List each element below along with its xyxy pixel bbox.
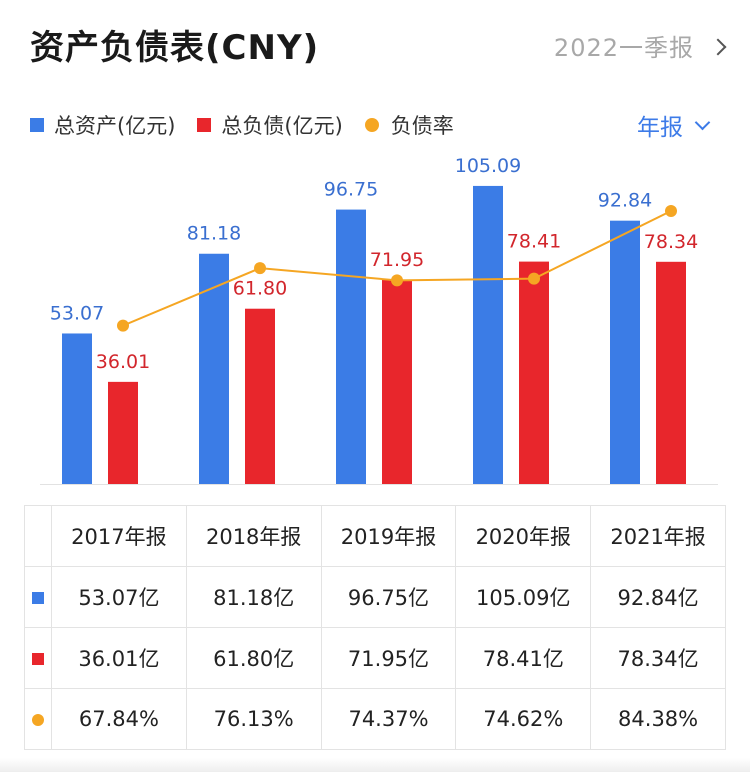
liabilities-marker-cell (24, 627, 52, 689)
legend-label-ratio: 负债率 (390, 114, 454, 138)
table-cell: 74.62% (455, 688, 592, 750)
table-header-cell: 2017年报 (51, 505, 187, 567)
table-cell: 78.34亿 (590, 627, 726, 689)
report-type-dropdown[interactable]: 年报 (637, 108, 711, 142)
assets-value-label: 105.09 (455, 155, 521, 177)
assets-value-label: 96.75 (324, 179, 378, 201)
legend-item-assets: 总资产(亿元) (30, 110, 175, 140)
ratio-point (528, 272, 540, 285)
data-table: 2017年报 2018年报 2019年报 2020年报 2021年报 53.07… (24, 505, 726, 750)
liabilities-square-icon (197, 118, 212, 132)
liabilities-bar (656, 261, 686, 484)
table-cell: 61.80亿 (185, 627, 322, 689)
assets-bar (336, 209, 366, 484)
table-row-ratio: 67.84% 76.13% 74.37% 74.62% 84.38% (24, 688, 726, 750)
bottom-fade (0, 758, 750, 772)
assets-bar (473, 185, 503, 484)
table-header-cell: 2021年报 (590, 505, 726, 567)
page-title: 资产负债表(CNY) (30, 28, 320, 68)
table-row-assets: 53.07亿 81.18亿 96.75亿 105.09亿 92.84亿 (24, 566, 726, 628)
table-cell: 53.07亿 (51, 566, 187, 628)
legend-label-liabilities: 总负债(亿元) (221, 114, 343, 138)
ratio-dot-icon (364, 118, 379, 132)
report-type-label: 年报 (637, 115, 683, 141)
chevron-right-icon (709, 38, 727, 55)
liabilities-bar (519, 261, 549, 484)
period-label: 2022一季报 (553, 34, 694, 62)
ratio-point (117, 319, 129, 332)
table-cell: 81.18亿 (185, 566, 322, 628)
table-cell: 74.37% (320, 688, 457, 750)
table-header-cell: 2020年报 (455, 505, 592, 567)
liabilities-value-label: 36.01 (96, 351, 150, 373)
ratio-marker-cell (24, 688, 52, 750)
table-row-liabilities: 36.01亿 61.80亿 71.95亿 78.41亿 78.34亿 (24, 627, 726, 689)
liabilities-bar (245, 308, 275, 484)
table-corner-cell (24, 505, 52, 567)
assets-value-label: 81.18 (187, 223, 241, 245)
table-cell: 36.01亿 (51, 627, 187, 689)
liabilities-value-label: 61.80 (233, 278, 287, 300)
table-cell: 105.09亿 (455, 566, 592, 628)
ratio-point (665, 204, 677, 217)
legend-label-assets: 总资产(亿元) (54, 114, 176, 138)
table-cell: 78.41亿 (455, 627, 592, 689)
period-link[interactable]: 2022一季报 (553, 28, 727, 63)
table-cell: 76.13% (185, 688, 322, 750)
chevron-down-icon (694, 114, 711, 130)
liabilities-bar (382, 279, 412, 484)
table-cell: 67.84% (51, 688, 187, 750)
liabilities-value-label: 78.34 (644, 231, 698, 253)
table-cell: 92.84亿 (590, 566, 726, 628)
assets-value-label: 92.84 (598, 190, 652, 212)
legend-item-ratio: 负债率 (364, 110, 454, 140)
ratio-point (391, 274, 403, 287)
chart-legend: 总资产(亿元) 总负债(亿元) 负债率 (30, 110, 476, 140)
liabilities-bar (108, 381, 138, 484)
liabilities-value-label: 78.41 (507, 231, 561, 253)
table-cell: 96.75亿 (320, 566, 457, 628)
assets-bar (62, 333, 92, 484)
table-header-cell: 2019年报 (320, 505, 457, 567)
assets-bar (610, 220, 640, 484)
balance-sheet-chart: 53.07 36.01 81.18 61.80 96.75 71.95 105.09 78.4… (40, 155, 718, 485)
table-header-row: 2017年报 2018年报 2019年报 2020年报 2021年报 (24, 505, 726, 567)
assets-square-icon (32, 592, 44, 604)
table-cell: 71.95亿 (320, 627, 457, 689)
assets-square-icon (30, 118, 44, 132)
assets-marker-cell (24, 566, 52, 628)
assets-value-label: 53.07 (50, 302, 104, 324)
liabilities-value-label: 71.95 (370, 249, 424, 271)
legend-item-liabilities: 总负债(亿元) (197, 110, 343, 140)
ratio-point (254, 262, 266, 275)
header: 资产负债表(CNY) 2022一季报 (30, 20, 727, 76)
ratio-dot-icon (32, 714, 44, 726)
table-header-cell: 2018年报 (185, 505, 322, 567)
liabilities-square-icon (32, 653, 44, 665)
table-cell: 84.38% (590, 688, 726, 750)
